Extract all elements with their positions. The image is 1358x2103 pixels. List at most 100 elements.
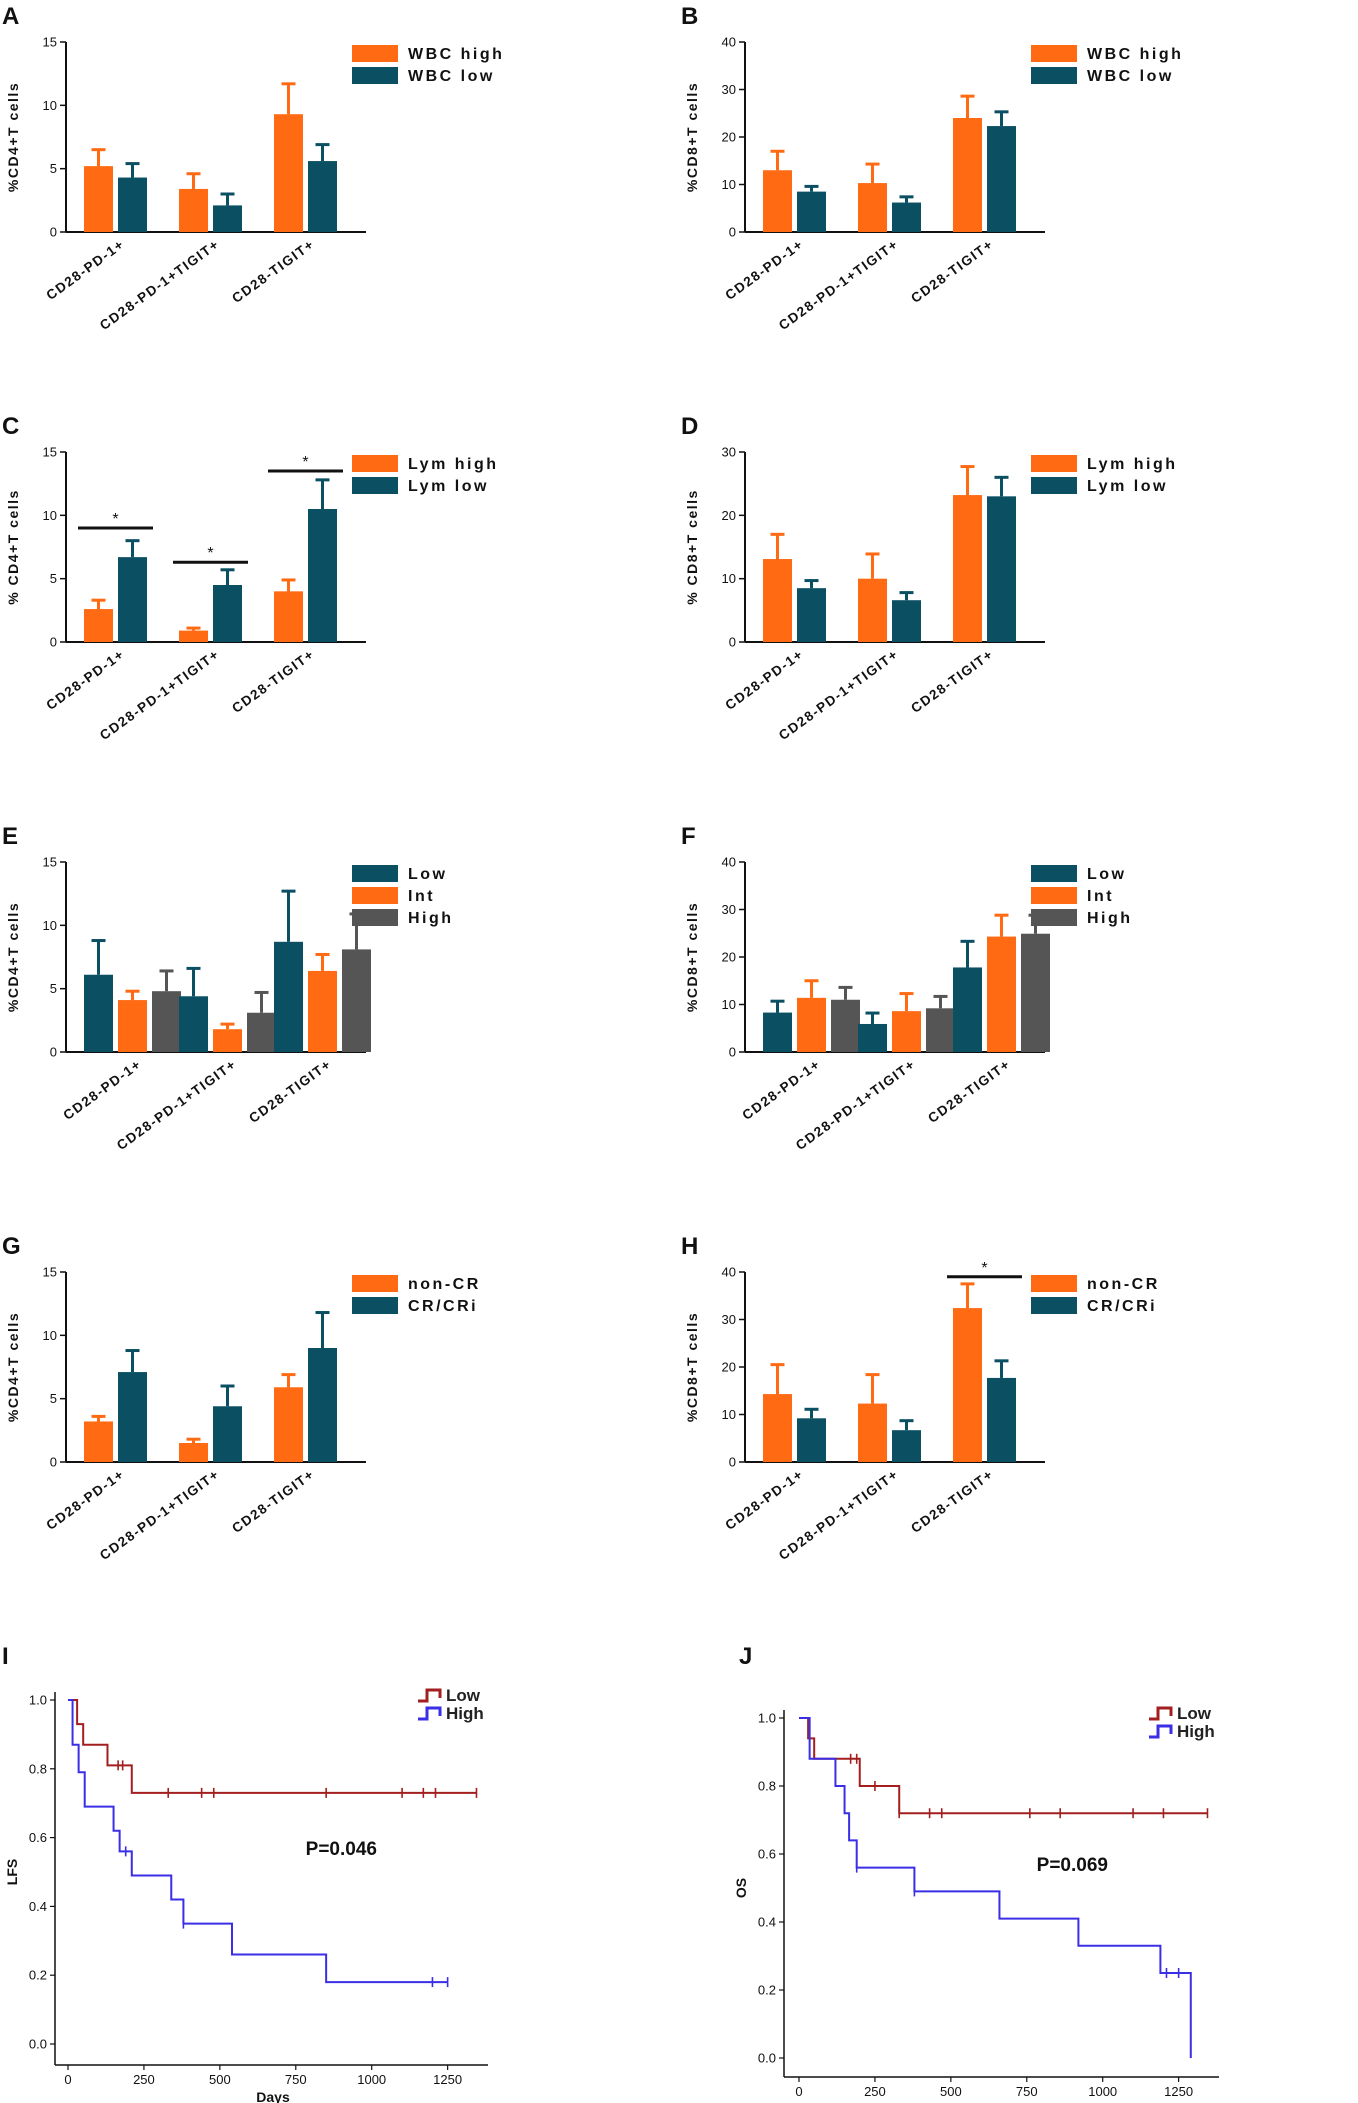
y-tick-label: 15 — [43, 35, 57, 50]
bar — [213, 585, 242, 642]
bar — [308, 1348, 337, 1462]
x-tick-label: 1250 — [1164, 2084, 1193, 2099]
bar — [118, 1000, 147, 1052]
survival-curve — [799, 1717, 1192, 2058]
panel-letter: A — [2, 3, 19, 30]
bar — [926, 1008, 955, 1052]
y-tick-label: 10 — [722, 177, 736, 192]
y-tick-label: 10 — [722, 1407, 736, 1422]
legend-swatch — [352, 1297, 398, 1314]
y-tick-label: 0 — [729, 1455, 736, 1470]
survival-curve — [68, 1699, 448, 1984]
panel-G-cd4-response: G 0 5 10 15 %CD4+T cells CD28-PD-1+ CD28-PD-1+T… — [0, 1230, 679, 1640]
bar — [892, 1430, 921, 1462]
category-label: CD28-PD-1+ — [43, 646, 127, 713]
bar — [342, 949, 371, 1052]
bar — [179, 1443, 208, 1462]
y-tick-label: 0.8 — [758, 1779, 776, 1794]
y-tick-label: 10 — [43, 508, 57, 523]
y-axis-label: %CD8+T cells — [684, 902, 700, 1012]
bar — [308, 161, 337, 232]
bar — [797, 997, 826, 1052]
legend-label: High — [408, 910, 454, 927]
bar — [274, 1387, 303, 1462]
category-label: CD28-TIGIT+ — [908, 236, 996, 306]
legend-swatch — [1031, 887, 1077, 904]
bar — [953, 495, 982, 642]
y-axis-label: LFS — [4, 1859, 20, 1885]
legend-label: WBC high — [1087, 46, 1183, 63]
y-tick-label: 10 — [722, 571, 736, 586]
legend-swatch — [352, 67, 398, 84]
survival-curve — [799, 1717, 1208, 1815]
y-tick-label: 20 — [722, 508, 736, 523]
x-tick-label: 500 — [209, 2072, 231, 2087]
p-value-annotation: P=0.069 — [1037, 1855, 1108, 1876]
legend-swatch — [1031, 45, 1077, 62]
legend-swatch — [1149, 1724, 1173, 1739]
y-tick-label: 30 — [722, 82, 736, 97]
y-tick-label: 1.0 — [29, 1693, 47, 1708]
significance-star: * — [981, 1260, 987, 1277]
y-tick-label: 15 — [43, 855, 57, 870]
legend-swatch — [352, 887, 398, 904]
bar — [179, 630, 208, 642]
bar — [274, 591, 303, 642]
category-label: CD28-TIGIT+ — [908, 646, 996, 716]
x-tick-label: 1000 — [357, 2072, 386, 2087]
legend-swatch — [1031, 1297, 1077, 1314]
y-tick-label: 0.6 — [29, 1830, 47, 1845]
category-label: CD28-TIGIT+ — [229, 1466, 317, 1536]
legend-label: WBC high — [408, 46, 504, 63]
bar — [858, 1403, 887, 1462]
y-tick-label: 20 — [722, 1360, 736, 1375]
x-tick-label: 750 — [1016, 2084, 1038, 2099]
legend-label: High — [1177, 1722, 1215, 1741]
x-tick-label: 250 — [133, 2072, 155, 2087]
legend-label: Low — [408, 866, 448, 883]
panel-letter: E — [2, 823, 18, 850]
category-label: CD28-PD-1+ — [722, 1466, 806, 1533]
y-tick-label: 15 — [43, 1265, 57, 1280]
legend-label: Int — [408, 888, 435, 905]
bar — [308, 509, 337, 642]
category-label: CD28-TIGIT+ — [246, 1056, 334, 1126]
y-tick-label: 5 — [50, 161, 57, 176]
p-value-annotation: P=0.046 — [306, 1839, 377, 1860]
y-tick-label: 30 — [722, 445, 736, 460]
legend-label: Int — [1087, 888, 1114, 905]
y-tick-label: 40 — [722, 1265, 736, 1280]
y-tick-label: 30 — [722, 902, 736, 917]
y-tick-label: 40 — [722, 855, 736, 870]
panel-E-cd4-risk: E 0 5 10 15 %CD4+T cells CD28-PD-1+ CD28-PD-1+T… — [0, 820, 679, 1230]
bar — [179, 188, 208, 232]
panel-J-os-survival: J 0.0 0.2 0.4 0.6 0.8 1.0 0 250 500 750 1000 1250 OS D… — [679, 1640, 1358, 2103]
panel-H-cd8-response: H 0 10 20 30 40 %CD8+T cells CD28-PD-1+ CD28-PD-… — [679, 1230, 1358, 1640]
bar — [763, 559, 792, 642]
legend-label: Low — [1087, 866, 1127, 883]
x-tick-label: 0 — [795, 2084, 802, 2099]
x-tick-label: 0 — [64, 2072, 71, 2087]
significance-star: * — [207, 545, 213, 562]
legend-label: Low — [1177, 1704, 1212, 1723]
legend-label: High — [1087, 910, 1133, 927]
panel-I-lfs-survival: I 0.0 0.2 0.4 0.6 0.8 1.0 0 250 500 750 1000 1250 LFS… — [0, 1640, 679, 2103]
y-tick-label: 10 — [43, 918, 57, 933]
legend-swatch — [1031, 909, 1077, 926]
significance-star: * — [302, 454, 308, 471]
y-tick-label: 0.0 — [29, 2037, 47, 2052]
bar — [118, 557, 147, 642]
panel-letter: H — [681, 1233, 698, 1260]
category-label: CD28-TIGIT+ — [908, 1466, 996, 1536]
panel-letter: F — [681, 823, 696, 850]
y-tick-label: 0.2 — [758, 1983, 776, 1998]
legend-label: Lym high — [1087, 456, 1178, 473]
panel-C-cd4-lym: C 0 5 10 15% CD4+T cells CD28-PD-1+ CD28-PD-1+… — [0, 410, 679, 820]
panel-letter: G — [2, 1233, 21, 1260]
legend-swatch — [1149, 1706, 1173, 1721]
y-axis-label: OS — [733, 1878, 749, 1898]
category-label: CD28-PD-1+ — [722, 646, 806, 713]
bar — [797, 1418, 826, 1462]
bar — [892, 202, 921, 232]
x-tick-label: 750 — [285, 2072, 307, 2087]
